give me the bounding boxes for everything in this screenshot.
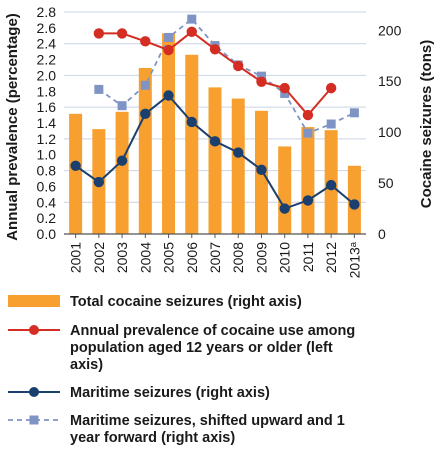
left-tick-label: 2.6 <box>37 20 57 36</box>
shifted-maritime-point <box>256 71 266 81</box>
bar <box>185 54 199 234</box>
shifted-maritime-point <box>280 88 290 98</box>
legend-label: Maritime seizures, shifted upward and 1 <box>70 413 345 429</box>
x-tick-label: 2003 <box>114 242 130 273</box>
maritime-point <box>140 108 151 120</box>
shifted-maritime-point <box>187 14 197 24</box>
legend-marker-shifted <box>29 415 39 425</box>
x-tick-label: 2006 <box>184 242 200 273</box>
left-tick-label: 0.0 <box>37 226 57 242</box>
prevalence-point <box>186 26 197 38</box>
right-tick-label: 0 <box>378 226 386 242</box>
bar-series <box>69 33 361 235</box>
maritime-point <box>70 160 81 171</box>
bar <box>278 146 292 234</box>
legend-label: axis) <box>70 357 103 373</box>
shifted-maritime-point <box>94 84 104 94</box>
legend-marker-maritime <box>29 387 39 397</box>
x-tick-label: 2008 <box>230 242 246 273</box>
legend-item-bars: Total cocaine seizures (right axis) <box>8 294 302 310</box>
left-tick-label: 1.0 <box>37 147 57 163</box>
maritime-point <box>325 179 337 191</box>
prevalence-point <box>256 76 267 87</box>
legend-item-prevalence: Annual prevalence of cocaine use amongpo… <box>8 323 355 373</box>
legend-swatch-bars <box>8 295 60 307</box>
maritime-point <box>302 195 314 206</box>
prevalence-point <box>93 28 105 39</box>
legend-label: year forward (right axis) <box>70 430 235 446</box>
left-tick-label: 0.6 <box>37 178 57 194</box>
axes: 0.00.20.40.60.81.01.21.41.61.82.02.22.42… <box>37 4 402 278</box>
left-tick-label: 0.4 <box>37 194 57 210</box>
shifted-maritime-point <box>326 119 336 129</box>
left-tick-label: 2.4 <box>37 36 57 52</box>
bar <box>231 98 245 234</box>
shifted-maritime-point <box>349 108 359 118</box>
left-axis-title: Annual prevalence (percentage) <box>4 13 21 241</box>
left-tick-label: 1.2 <box>37 131 57 147</box>
legend-item-maritime: Maritime seizures (right axis) <box>8 385 270 401</box>
shifted-maritime-point <box>303 128 313 138</box>
x-tick-label: 2007 <box>207 242 223 273</box>
shifted-maritime-point <box>117 101 127 111</box>
maritime-point <box>256 164 267 176</box>
bar <box>301 127 315 234</box>
bar <box>162 33 176 235</box>
x-tick-label: 2001 <box>68 242 84 273</box>
prevalence-point <box>233 60 244 72</box>
right-tick-label: 150 <box>378 73 402 89</box>
bar <box>208 87 222 235</box>
prevalence-point <box>163 44 174 56</box>
bar <box>69 113 83 234</box>
maritime-point <box>93 176 105 188</box>
legend-label: population aged 12 years or older (left <box>70 340 333 356</box>
right-tick-label: 100 <box>378 124 402 140</box>
legend-label: Total cocaine seizures (right axis) <box>70 294 302 310</box>
x-tick-label: 2011 <box>300 242 316 272</box>
prevalence-point <box>140 36 151 47</box>
left-tick-label: 2.0 <box>37 67 57 83</box>
legend-label: Maritime seizures (right axis) <box>70 385 270 401</box>
line-series <box>70 14 360 214</box>
prevalence-point <box>279 82 290 94</box>
bar <box>138 68 152 234</box>
maritime-point <box>186 116 197 128</box>
maritime-point <box>209 136 221 147</box>
shifted-maritime-point <box>140 80 150 90</box>
left-tick-label: 0.2 <box>37 210 57 226</box>
left-tick-label: 2.8 <box>37 4 57 20</box>
x-tick-label: 2012 <box>323 242 339 273</box>
shifted-maritime-point <box>164 32 174 42</box>
legend: Total cocaine seizures (right axis) Annua… <box>8 294 355 446</box>
left-tick-label: 2.2 <box>37 52 57 68</box>
maritime-point <box>349 199 360 210</box>
legend-marker-prevalence <box>29 325 39 335</box>
bar <box>115 111 129 234</box>
maritime-point <box>279 203 290 214</box>
x-tick-label: 2009 <box>253 242 269 273</box>
legend-label: Annual prevalence of cocaine use among <box>70 323 355 339</box>
left-tick-label: 0.8 <box>37 163 57 179</box>
right-axis-title: Cocaine seizures (tons) <box>418 40 435 208</box>
shifted-maritime-line <box>98 17 355 135</box>
left-tick-label: 1.8 <box>37 83 57 99</box>
legend-item-shifted: Maritime seizures, shifted upward and 1y… <box>8 413 345 446</box>
prevalence-point <box>209 44 221 55</box>
x-tick-label: 2004 <box>137 242 153 273</box>
x-tick-label: 2013ᵃ <box>346 241 362 278</box>
maritime-point <box>116 155 128 166</box>
x-tick-label: 2005 <box>161 242 177 273</box>
maritime-point <box>163 90 174 101</box>
x-tick-label: 2002 <box>91 242 107 273</box>
left-tick-label: 1.4 <box>37 115 57 131</box>
prevalence-point <box>302 109 314 121</box>
prevalence-point <box>325 82 337 94</box>
right-tick-label: 200 <box>378 22 402 38</box>
x-tick-label: 2010 <box>277 242 293 273</box>
left-tick-label: 1.6 <box>37 99 57 115</box>
right-tick-label: 50 <box>378 175 394 191</box>
maritime-point <box>233 147 244 158</box>
prevalence-point <box>116 28 128 39</box>
